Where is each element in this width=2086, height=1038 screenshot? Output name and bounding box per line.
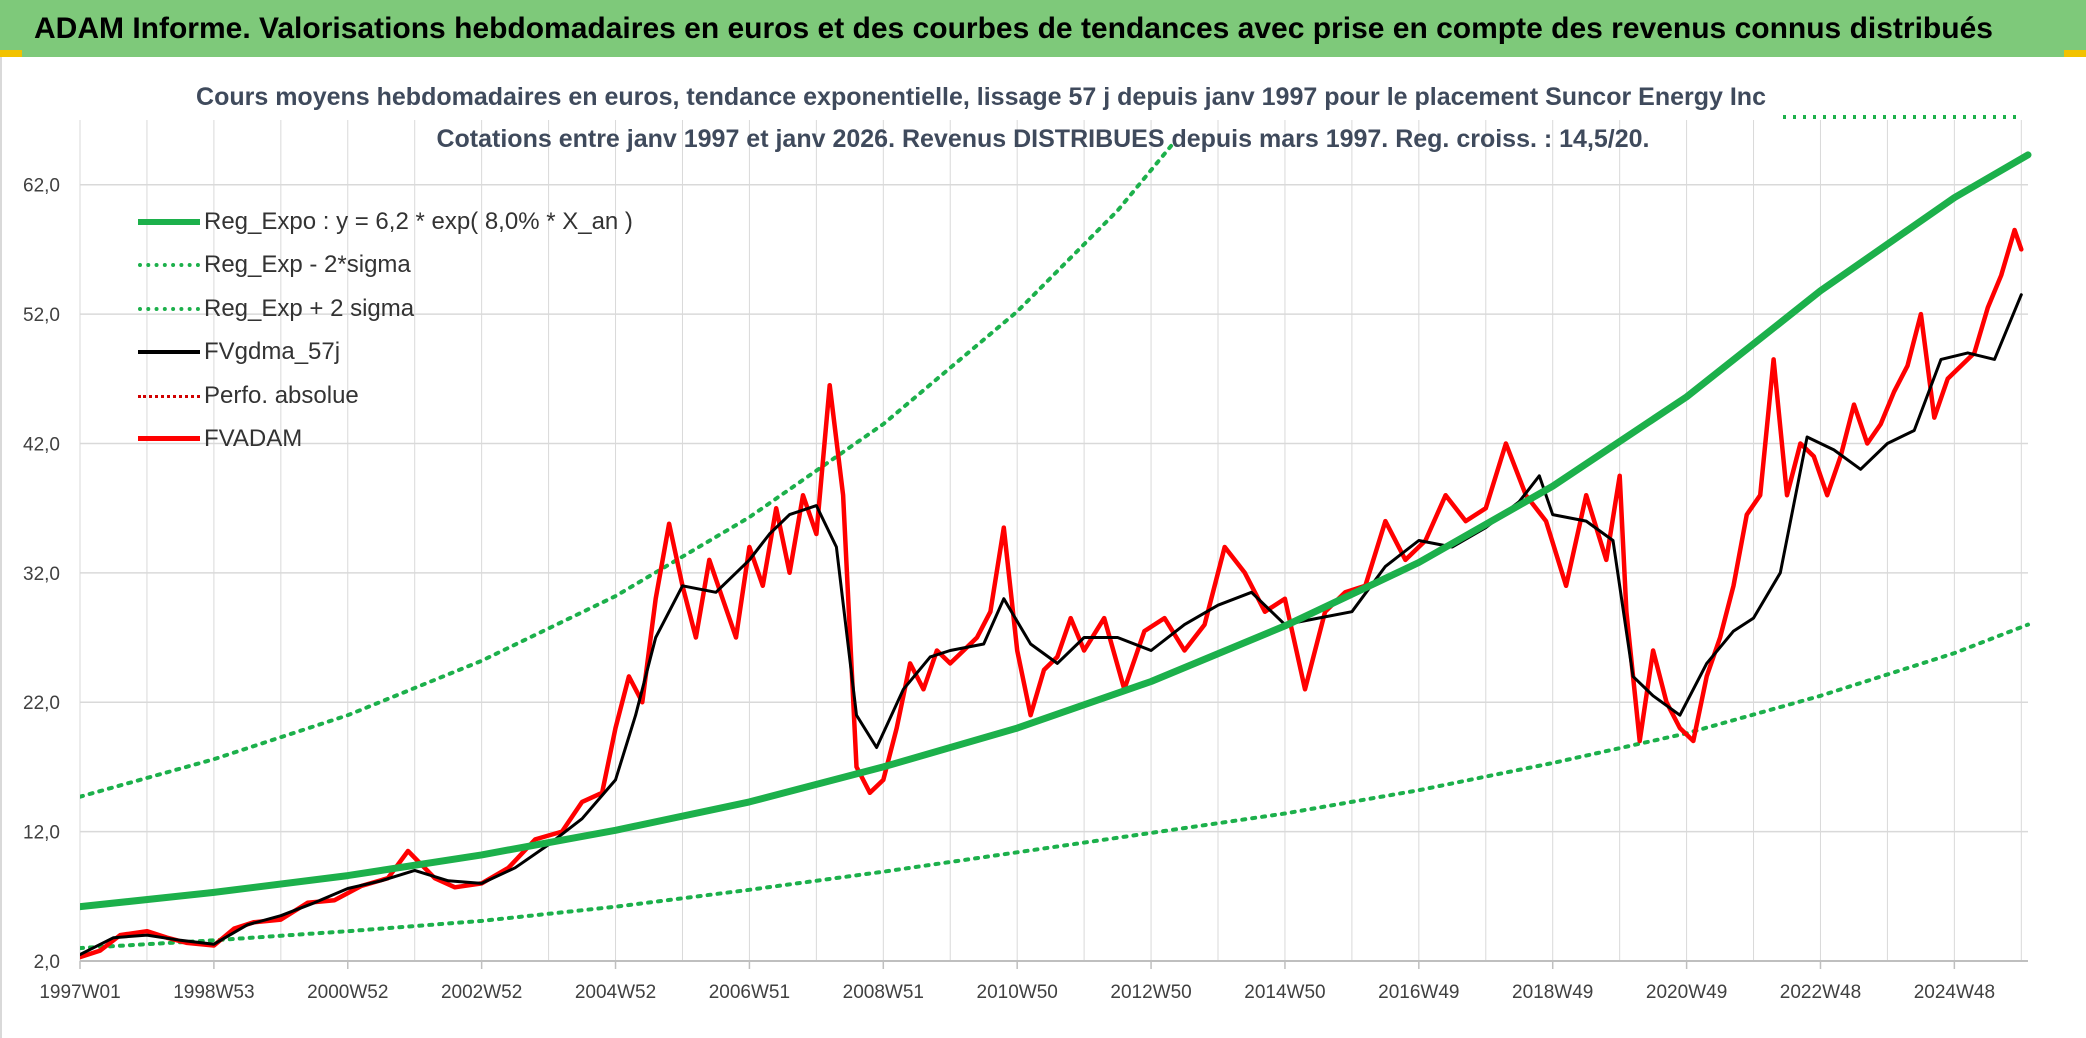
legend-item-reg-plus[interactable]: Reg_Exp + 2 sigma (138, 287, 633, 331)
x-tick-label: 2018W49 (1512, 982, 1593, 1003)
header-accent-left (0, 50, 22, 57)
legend-label: Reg_Exp - 2*sigma (204, 251, 411, 279)
legend-item-perfo[interactable]: Perfo. absolue (138, 374, 633, 418)
legend-swatch-reg-minus (138, 258, 200, 272)
header-accent-right (2064, 50, 2086, 57)
series-fvgdma-57j (80, 293, 2023, 956)
legend-item-fvadam[interactable]: FVADAM (138, 418, 633, 462)
x-tick-label: 1998W53 (173, 982, 254, 1003)
x-tick-label: 2002W52 (441, 982, 522, 1003)
header-title: ADAM Informe. Valorisations hebdomadaire… (34, 12, 1993, 45)
header-bar (0, 0, 2086, 57)
x-tick-label: 2000W52 (307, 982, 388, 1003)
legend-swatch-reg-expo (138, 215, 200, 229)
y-tick-label: 62,0 (23, 176, 60, 197)
legend-item-fvgdma[interactable]: FVgdma_57j (138, 331, 633, 375)
y-tick-label: 2,0 (34, 952, 60, 973)
chart-title: Cours moyens hebdomadaires en euros, ten… (196, 83, 1766, 111)
series-reg-minus-2sigma (80, 622, 2030, 951)
legend-label: Reg_Expo : y = 6,2 * exp( 8,0% * X_an ) (204, 207, 633, 235)
legend-swatch-fvgdma (138, 345, 200, 359)
series-fvadam (80, 227, 2024, 960)
legend-swatch-fvadam (138, 432, 200, 446)
x-tick-label: 1997W01 (39, 982, 120, 1003)
legend-label: FVgdma_57j (204, 338, 341, 366)
legend-item-reg-expo[interactable]: Reg_Expo : y = 6,2 * exp( 8,0% * X_an ) (138, 200, 633, 244)
x-tick-label: 2004W52 (575, 982, 656, 1003)
y-tick-label: 52,0 (23, 305, 60, 326)
legend-label: Perfo. absolue (204, 381, 359, 409)
x-tick-label: 2020W49 (1646, 982, 1727, 1003)
x-tick-label: 2014W50 (1244, 982, 1325, 1003)
x-tick-label: 2010W50 (977, 982, 1058, 1003)
y-tick-label: 22,0 (23, 693, 60, 714)
x-tick-label: 2016W49 (1378, 982, 1459, 1003)
y-tick-label: 42,0 (23, 434, 60, 455)
legend-label: FVADAM (204, 425, 303, 453)
y-tick-label: 12,0 (23, 823, 60, 844)
x-tick-label: 2008W51 (843, 982, 924, 1003)
legend-swatch-perfo (138, 389, 200, 403)
legend-label: Reg_Exp + 2 sigma (204, 294, 415, 322)
legend: Reg_Expo : y = 6,2 * exp( 8,0% * X_an ) … (138, 200, 633, 461)
legend-item-reg-minus[interactable]: Reg_Exp - 2*sigma (138, 244, 633, 288)
x-tick-label: 2006W51 (709, 982, 790, 1003)
chart-frame (0, 57, 2086, 1038)
series-layer (80, 115, 2032, 960)
x-tick-label: 2012W50 (1110, 982, 1191, 1003)
series-reg-expo (80, 151, 2032, 911)
x-tick-label: 2024W48 (1914, 982, 1995, 1003)
series-reg-plus-2sigma (80, 143, 1174, 799)
x-tick-label: 2022W48 (1780, 982, 1861, 1003)
y-tick-label: 32,0 (23, 564, 60, 585)
chart-subtitle: Cotations entre janv 1997 et janv 2026. … (436, 125, 1650, 153)
legend-swatch-reg-plus (138, 302, 200, 316)
axis-layer: 2,0 12,0 22,0 32,0 42,0 52,0 62,0 1997W01 1998W5… (23, 176, 2028, 1003)
